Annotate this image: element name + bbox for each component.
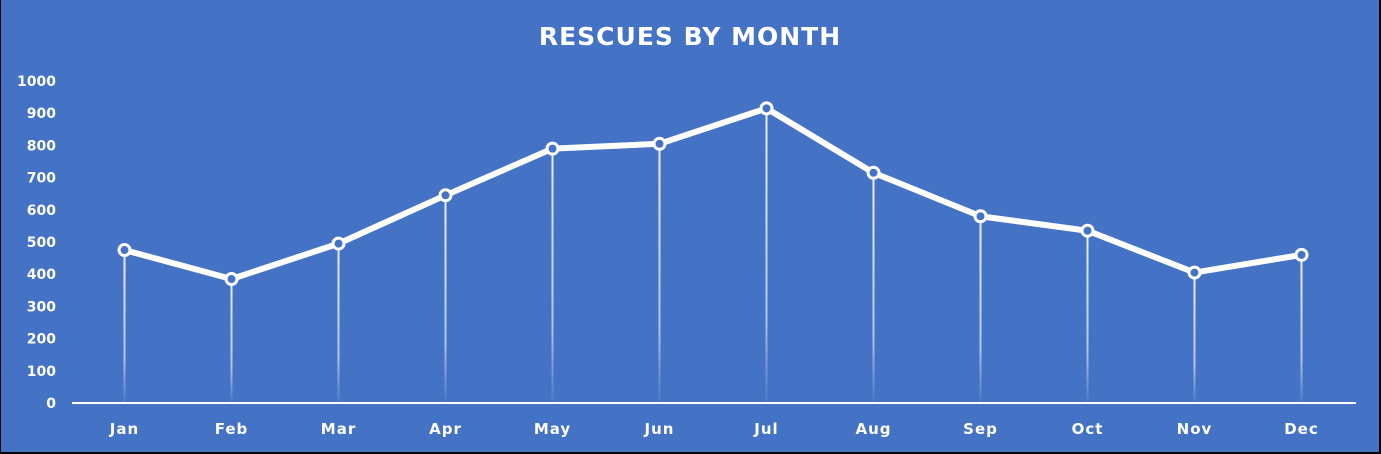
data-point-marker	[1294, 247, 1309, 262]
drop-line	[123, 250, 126, 402]
x-tick-label: Apr	[429, 420, 462, 438]
data-point-marker	[973, 209, 988, 224]
drop-line	[1193, 272, 1196, 402]
x-tick-label: Mar	[321, 420, 356, 438]
x-tick-label: Jul	[753, 420, 778, 438]
drop-line	[1086, 230, 1089, 402]
y-tick-label: 100	[27, 364, 56, 380]
y-tick-label: 1000	[17, 74, 56, 90]
x-tick-label: Feb	[215, 420, 249, 438]
y-tick-label: 900	[27, 106, 56, 122]
x-tick-label: Dec	[1284, 420, 1319, 438]
y-tick-label: 500	[27, 235, 56, 251]
data-point-marker	[866, 165, 881, 180]
y-tick-label: 800	[27, 138, 56, 154]
y-tick-label: 600	[27, 203, 56, 219]
drop-line	[658, 143, 661, 403]
data-point-marker	[652, 136, 667, 151]
data-point-marker	[1080, 223, 1095, 238]
data-point-marker	[331, 236, 346, 251]
x-tick-label: Nov	[1177, 420, 1213, 438]
y-tick-label: 200	[27, 332, 56, 348]
data-point-marker	[759, 101, 774, 116]
drop-line	[1300, 254, 1303, 402]
drop-line	[444, 195, 447, 402]
data-point-marker	[438, 188, 453, 203]
drop-line	[872, 172, 875, 402]
chart-title: RESCUES BY MONTH	[538, 22, 842, 51]
x-tick-label: Jan	[109, 420, 139, 438]
y-tick-label: 700	[27, 171, 56, 187]
drop-line	[765, 108, 768, 403]
data-point-marker	[545, 141, 560, 156]
data-point-marker	[117, 243, 132, 258]
x-tick-label: Aug	[855, 420, 891, 438]
drop-line	[551, 148, 554, 402]
drop-line	[337, 243, 340, 402]
data-point-marker	[1187, 265, 1202, 280]
x-tick-label: Oct	[1072, 420, 1104, 438]
series-line	[123, 105, 1302, 283]
drop-line	[230, 279, 233, 402]
x-tick-label: Jun	[644, 420, 675, 438]
y-tick-label: 400	[27, 267, 56, 283]
x-tick-label: May	[534, 420, 571, 438]
drop-line	[979, 216, 982, 402]
y-tick-label: 300	[27, 299, 56, 315]
y-tick-label: 0	[46, 396, 56, 412]
x-tick-label: Sep	[963, 420, 998, 438]
data-point-marker	[224, 272, 239, 287]
